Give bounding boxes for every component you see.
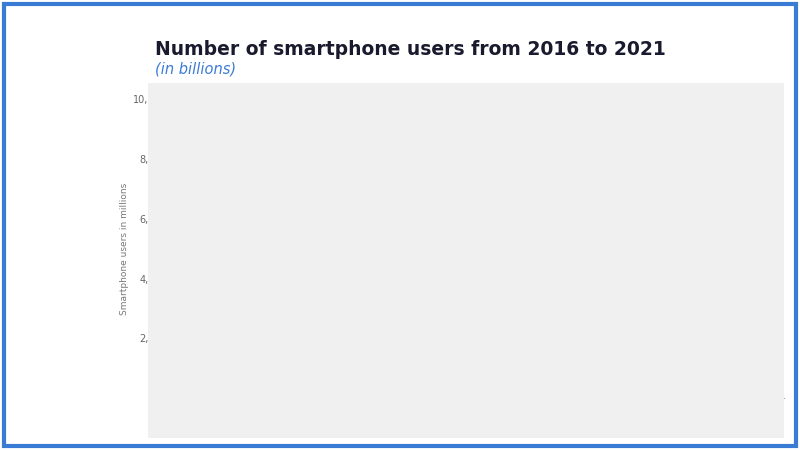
Bar: [350, 230, 386, 398]
Bar: [239, 266, 275, 398]
Text: 7,516: 7,516: [741, 162, 766, 171]
Bar: [148, 83, 784, 438]
Text: 6,648: 6,648: [520, 188, 546, 197]
Text: 7,336: 7,336: [686, 167, 711, 176]
Text: 3,668: 3,668: [190, 277, 215, 286]
Y-axis label: Smartphone users in millions: Smartphone users in millions: [120, 183, 130, 315]
Bar: [626, 184, 662, 398]
Text: 5,095: 5,095: [300, 234, 326, 243]
Bar: [460, 207, 496, 398]
Bar: [515, 199, 551, 398]
Bar: [405, 217, 441, 398]
Text: 7,138: 7,138: [630, 173, 656, 182]
Text: 5,643: 5,643: [355, 218, 381, 227]
Text: 6,378: 6,378: [465, 196, 491, 205]
Text: 6,055: 6,055: [410, 206, 436, 215]
Text: Number of smartphone users from 2016 to 2021: Number of smartphone users from 2016 to …: [155, 40, 666, 59]
Bar: [570, 191, 606, 398]
Bar: [294, 246, 330, 398]
Text: (in billions): (in billions): [155, 62, 236, 77]
Text: 4,435: 4,435: [245, 254, 270, 263]
Bar: [736, 173, 771, 398]
Text: 6,925: 6,925: [575, 180, 601, 189]
Bar: [681, 179, 717, 398]
Bar: [185, 288, 220, 398]
